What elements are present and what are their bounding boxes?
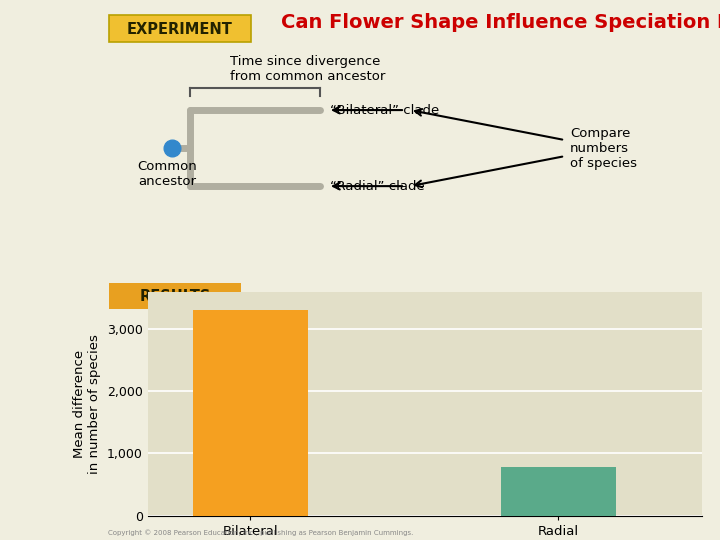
Bar bbox=[501, 467, 616, 516]
Text: Time since divergence
from common ancestor: Time since divergence from common ancest… bbox=[230, 55, 385, 83]
Text: RESULTS: RESULTS bbox=[139, 289, 211, 303]
Text: Compare
numbers
of species: Compare numbers of species bbox=[570, 126, 637, 170]
Text: EXPERIMENT: EXPERIMENT bbox=[127, 22, 233, 37]
Y-axis label: Mean difference
in number of species: Mean difference in number of species bbox=[73, 334, 102, 474]
Text: Copyright © 2008 Pearson Education, Inc., publishing as Pearson Benjamin Cumming: Copyright © 2008 Pearson Education, Inc.… bbox=[108, 529, 413, 536]
Text: “Bilateral” clade: “Bilateral” clade bbox=[330, 104, 439, 117]
Text: “Radial” clade: “Radial” clade bbox=[330, 180, 425, 193]
Text: Common
ancestor: Common ancestor bbox=[137, 160, 197, 188]
FancyBboxPatch shape bbox=[109, 283, 241, 309]
FancyBboxPatch shape bbox=[109, 15, 251, 42]
Bar bbox=[193, 310, 307, 516]
Text: Can Flower Shape Influence Speciation Rate?: Can Flower Shape Influence Speciation Ra… bbox=[281, 13, 720, 32]
